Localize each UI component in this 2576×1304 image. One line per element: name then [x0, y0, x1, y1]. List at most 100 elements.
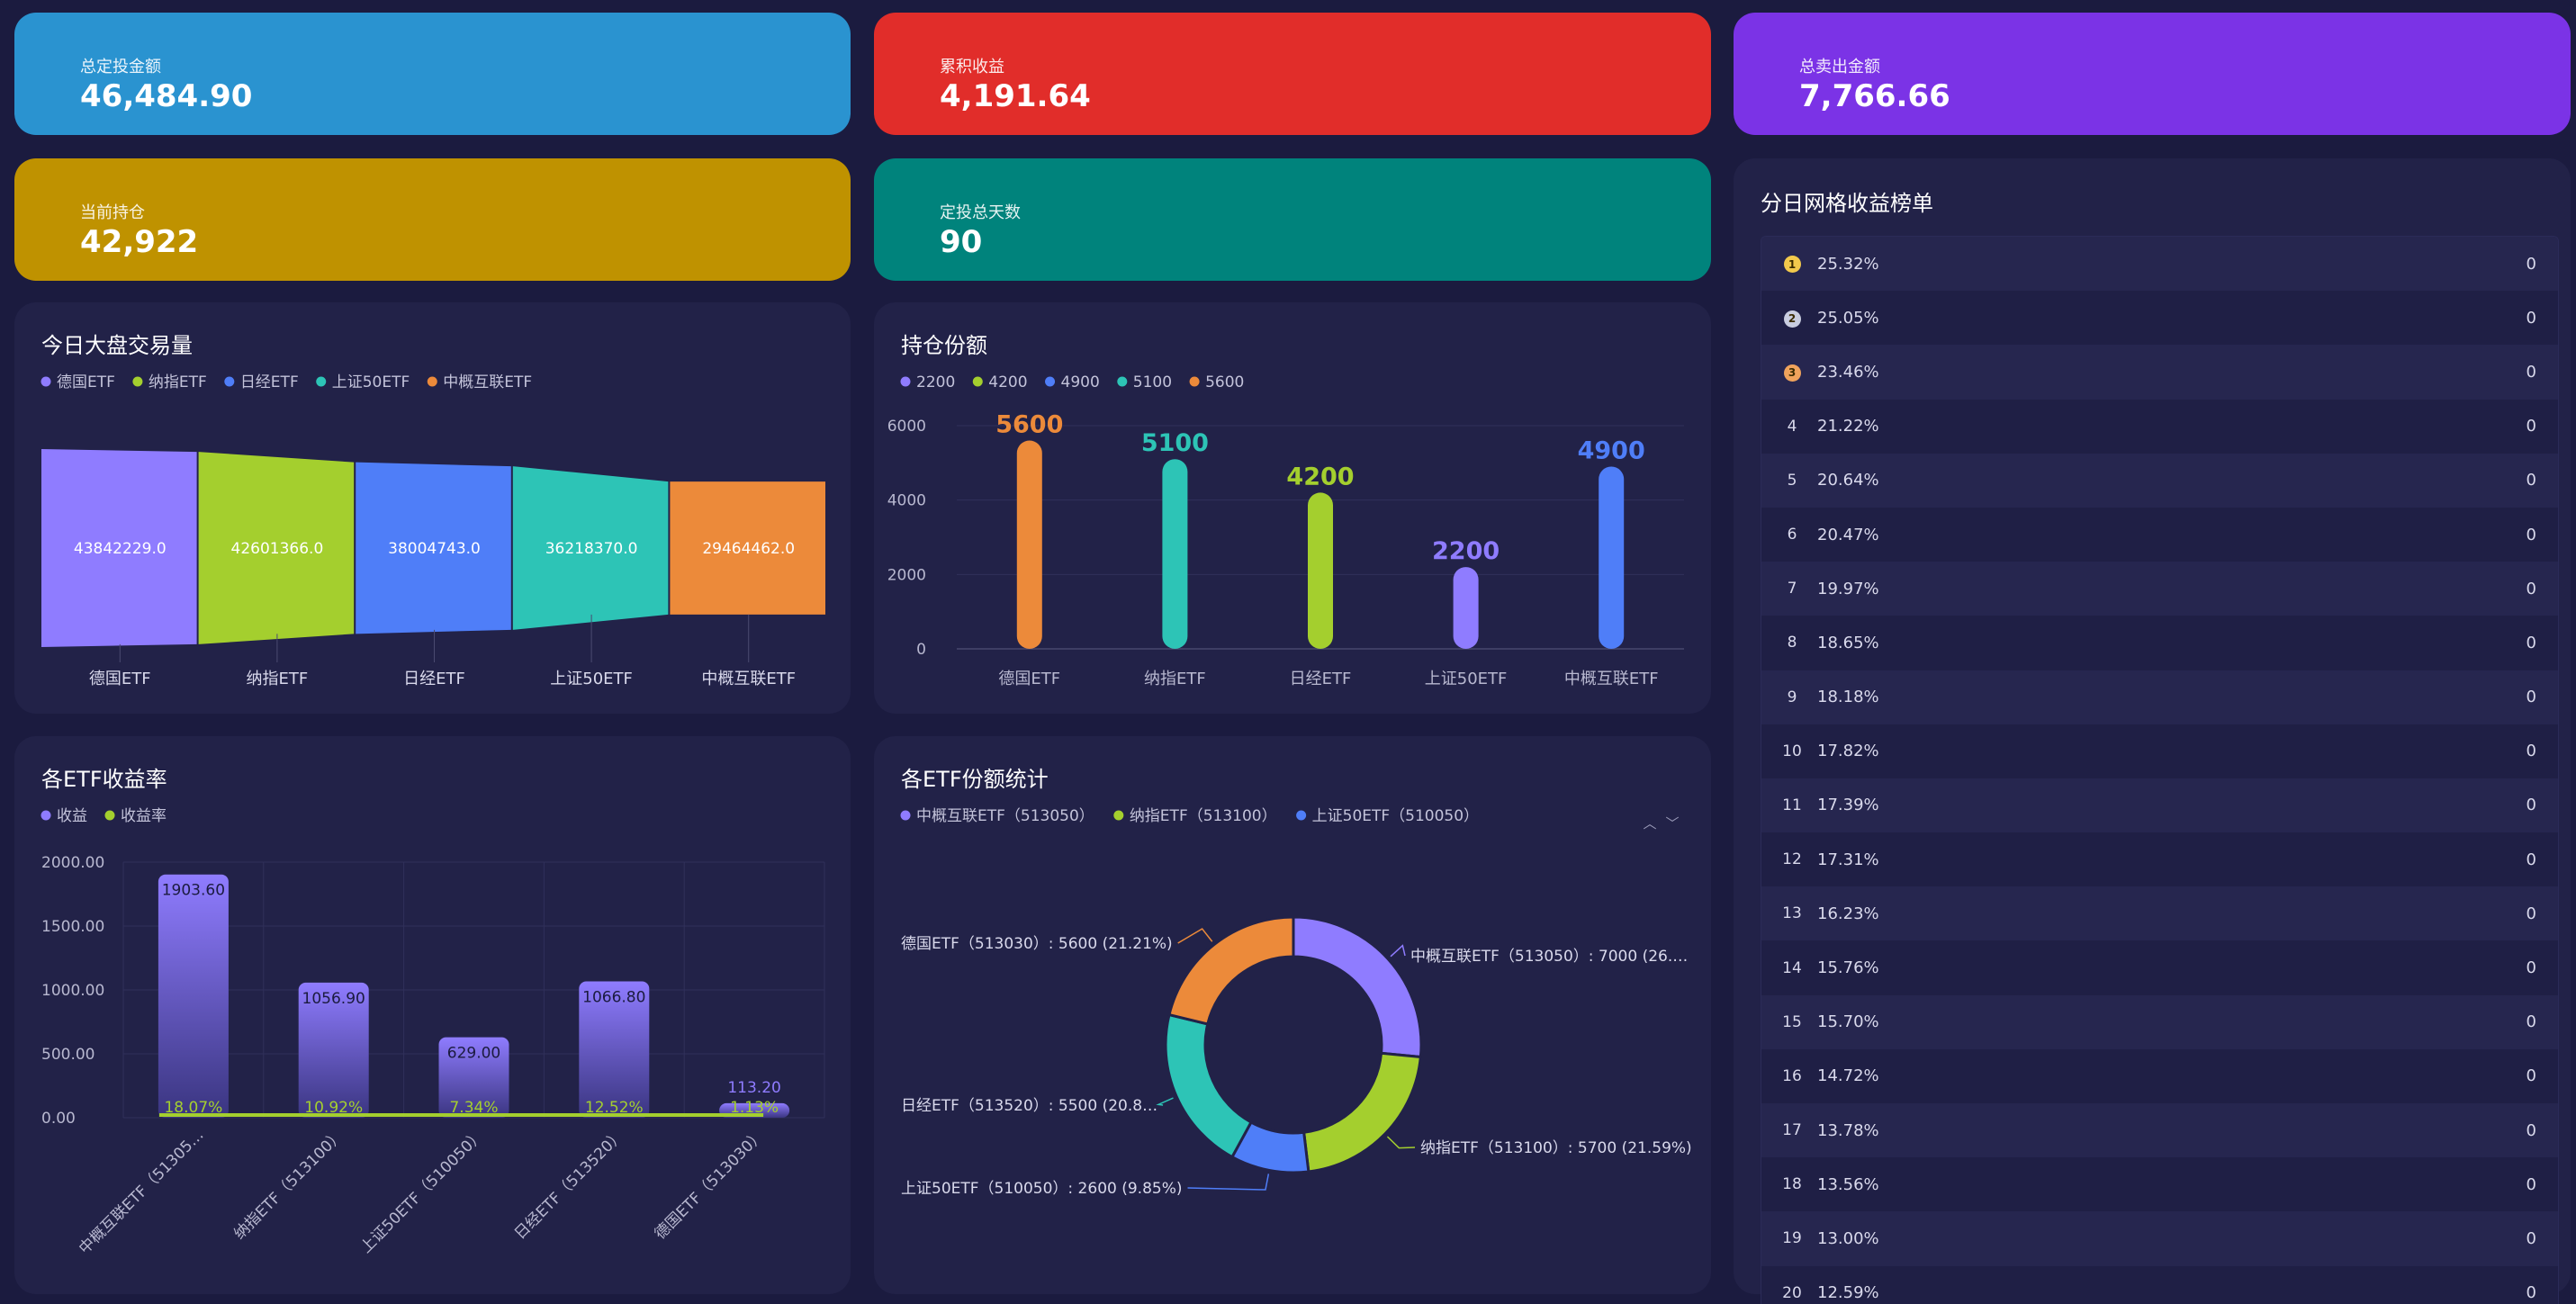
ranking-value: 0	[2526, 471, 2536, 490]
returns-bar	[579, 981, 650, 1118]
ranking-value: 0	[2526, 1283, 2536, 1303]
returns-rate-label: 7.34%	[449, 1099, 498, 1117]
volume-title: 今日大盘交易量	[41, 333, 193, 358]
donut-label-line	[1390, 944, 1406, 958]
holdings-bar	[1599, 466, 1625, 649]
returns-x-tick: 上证50ETF（510050）	[357, 1126, 488, 1256]
ranking-rank: 3	[1778, 363, 1806, 382]
returns-rate-label: 18.07%	[164, 1099, 222, 1117]
ranking-value: 0	[2526, 1012, 2536, 1032]
shares-legend-marker	[1296, 810, 1307, 821]
stat-card-total-invest: 总定投金额 46,484.90	[14, 13, 851, 135]
ranking-row: 13 16.23% 0	[1761, 886, 2558, 941]
legend-next-icon[interactable]: ﹀	[1665, 815, 1680, 832]
ranking-row: 20 12.59% 0	[1761, 1265, 2558, 1304]
ranking-value: 0	[2526, 958, 2536, 978]
ranking-percent: 20.47%	[1817, 525, 1879, 544]
volume-legend-label: 日经ETF	[240, 373, 299, 391]
ranking-rank: 8	[1787, 634, 1797, 652]
stat-card-current-holding: 当前持仓 42,922	[14, 158, 851, 281]
returns-bar	[298, 982, 369, 1118]
stat-card-total-sold: 总卖出金额 7,766.66	[1734, 13, 2571, 135]
returns-x-tick: 日经ETF（513520）	[511, 1126, 628, 1243]
ranking-rank: 14	[1782, 958, 1802, 977]
holdings-legend-marker	[972, 376, 983, 387]
ranking-row: 5 20.64% 0	[1761, 453, 2558, 508]
donut-slice	[1164, 1012, 1254, 1159]
shares-legend-label: 上证50ETF（510050）	[1312, 807, 1479, 825]
funnel-value-label: 43842229.0	[74, 540, 167, 558]
ranking-row: 19 13.00% 0	[1761, 1211, 2558, 1266]
shares-title: 各ETF份额统计	[901, 767, 1049, 792]
ranking-rank: 17	[1782, 1121, 1802, 1140]
stat-label: 总定投金额	[80, 58, 161, 76]
donut-label: 日经ETF（513520）: 5500 (20.8…	[901, 1097, 1157, 1115]
volume-legend-marker	[41, 376, 51, 387]
donut-label-line	[1386, 1136, 1416, 1149]
ranking-percent: 18.18%	[1817, 688, 1879, 707]
shares-legend-marker	[1113, 810, 1124, 821]
ranking-percent: 18.65%	[1817, 633, 1879, 652]
ranking-rank: 11	[1782, 796, 1802, 814]
returns-bar-label: 1903.60	[162, 882, 225, 900]
volume-legend-label: 上证50ETF	[332, 373, 410, 391]
returns-legend-marker	[41, 810, 51, 821]
volume-panel: 今日大盘交易量 德国ETF 纳指ETF 日经ETF 上证50ETF 中概互联ETF 438…	[14, 302, 851, 714]
holdings-legend-marker	[1189, 376, 1200, 387]
legend-prev-icon[interactable]: ︿	[1643, 815, 1657, 832]
holdings-legend-marker	[1117, 376, 1128, 387]
ranking-value: 0	[2526, 796, 2536, 815]
ranking-value: 0	[2526, 579, 2536, 598]
ranking-row: 7 19.97% 0	[1761, 562, 2558, 616]
donut-slice	[1292, 915, 1423, 1059]
ranking-value: 0	[2526, 1174, 2536, 1194]
donut-label: 德国ETF（513030）: 5600 (21.21%)	[901, 935, 1173, 953]
returns-y-tick: 2000.00	[41, 854, 104, 872]
holdings-legend-label: 5600	[1205, 373, 1244, 391]
holdings-bar	[1308, 492, 1333, 649]
ranking-value: 0	[2526, 1066, 2536, 1086]
funnel-segment	[356, 462, 511, 634]
ranking-value: 0	[2526, 904, 2536, 923]
donut-label-line	[1156, 1097, 1174, 1106]
funnel-value-label: 42601366.0	[231, 540, 324, 558]
holdings-y-tick: 6000	[887, 418, 926, 436]
funnel-category-label: 日经ETF	[403, 670, 465, 688]
ranking-percent: 19.97%	[1817, 579, 1879, 598]
ranking-row: 15 15.70% 0	[1761, 994, 2558, 1049]
returns-chart: 收益 收益率 0.00 500.00 1000.00 1500.00 2000.00 1903…	[41, 807, 825, 1258]
holdings-bar	[1016, 440, 1042, 649]
ranking-percent: 25.05%	[1817, 308, 1879, 328]
holdings-y-tick: 0	[916, 641, 926, 659]
holdings-panel: 持仓份额 2200 4200 4900 5100 5600 0 2000 4000 6000 56…	[874, 302, 1711, 714]
rank-medal-icon: 2	[1783, 310, 1801, 328]
ranking-rank: 4	[1787, 417, 1797, 436]
holdings-legend-label: 2200	[916, 373, 955, 391]
ranking-row: 2 25.05% 0	[1761, 291, 2558, 346]
stat-value: 46,484.90	[80, 78, 253, 114]
holdings-legend-label: 5100	[1133, 373, 1172, 391]
stat-card-cumulative-return: 累积收益 4,191.64	[874, 13, 1711, 135]
returns-bar-label: 629.00	[447, 1045, 500, 1063]
stat-value: 4,191.64	[940, 78, 1091, 114]
ranking-row: 4 21.22% 0	[1761, 399, 2558, 454]
returns-y-tick: 500.00	[41, 1046, 95, 1064]
returns-x-tick: 纳指ETF（513100）	[230, 1126, 347, 1243]
donut-slice	[1302, 1051, 1422, 1174]
holdings-bar-label: 2200	[1432, 537, 1500, 565]
returns-x-tick: 中概互联ETF（51305…	[76, 1126, 207, 1257]
holdings-bar-label: 4900	[1578, 436, 1645, 464]
holdings-x-tick: 中概互联ETF	[1564, 670, 1659, 688]
shares-chart: 中概互联ETF（513050） 纳指ETF（513100） 上证50ETF（5100…	[900, 807, 1692, 1198]
shares-legend-marker	[900, 810, 911, 821]
funnel-segment	[512, 466, 669, 630]
ranking-rank: 6	[1787, 526, 1797, 544]
ranking-value: 0	[2526, 742, 2536, 761]
ranking-value: 0	[2526, 688, 2536, 707]
ranking-rank: 16	[1782, 1066, 1802, 1085]
returns-y-tick: 0.00	[41, 1110, 76, 1128]
returns-bar	[158, 874, 229, 1118]
ranking-row: 6 20.47% 0	[1761, 507, 2558, 562]
ranking-list[interactable]: 1 25.32% 0 2 25.05% 0 3 23.46% 0 4 21.22% 0 5 20.64% 0…	[1761, 236, 2559, 1304]
ranking-percent: 15.76%	[1817, 958, 1879, 978]
